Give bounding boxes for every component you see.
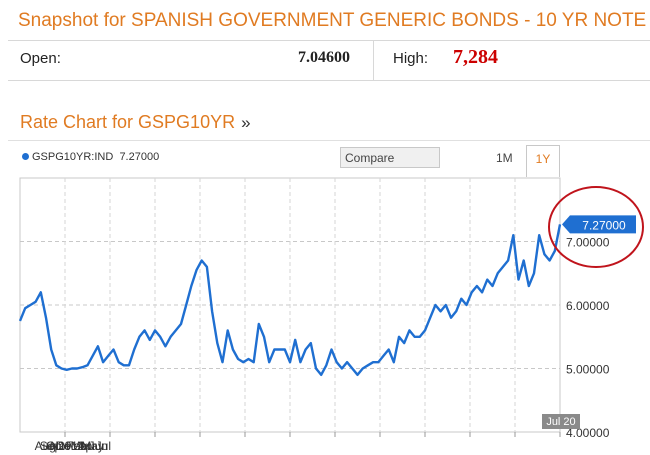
x-tick-label: Apr <box>77 439 96 453</box>
tab-1y[interactable]: 1Y <box>526 145 560 177</box>
x-tick-label: Oct <box>46 439 65 453</box>
rate-chart-heading: Rate Chart for GSPG10YR <box>20 112 236 132</box>
divider <box>8 80 650 81</box>
y-tick-label: 5.00000 <box>566 363 610 377</box>
x-tick-label: Jun <box>88 439 107 453</box>
y-tick-label: 7.00000 <box>566 236 610 250</box>
x-tick-label: Nov <box>50 439 71 453</box>
x-tick-label: Aug <box>35 439 56 453</box>
x-tick-label: Jul <box>96 439 111 453</box>
divider <box>8 40 650 41</box>
y-tick-label: 6.00000 <box>566 299 610 313</box>
x-tick-label: Sep <box>40 439 62 453</box>
x-tick-label: Mar <box>71 439 92 453</box>
highlight-circle <box>548 186 644 268</box>
open-value: 7.04600 <box>298 49 350 66</box>
x-tick-label: May <box>81 439 104 453</box>
open-label: Open: <box>20 50 61 67</box>
chart-legend: GSPG10YR:IND 7.27000 <box>22 151 159 163</box>
x-tick-label: Feb <box>66 439 87 453</box>
divider <box>373 41 374 80</box>
series-dot-icon <box>22 153 29 160</box>
high-value: 7,284 <box>453 46 498 68</box>
date-marker-label: Jul 20 <box>546 416 575 428</box>
legend-series-name: GSPG10YR:IND <box>32 151 114 163</box>
series-line-gspg10yr <box>18 224 562 376</box>
tab-1m[interactable]: 1M <box>496 151 513 165</box>
page-title: Snapshot for SPANISH GOVERNMENT GENERIC … <box>18 10 647 31</box>
current-value-label: 7.27000 <box>582 218 626 232</box>
rate-chart-link[interactable]: Rate Chart for GSPG10YR » <box>20 112 251 133</box>
x-tick-label: Dec <box>55 439 76 453</box>
divider <box>8 140 650 141</box>
compare-input[interactable]: Compare <box>340 147 440 168</box>
current-value-badge <box>562 215 636 234</box>
double-chevron-right-icon: » <box>241 113 251 132</box>
date-marker-badge <box>542 414 580 429</box>
high-label: High: <box>393 50 429 67</box>
x-tick-label: 2012 <box>58 439 85 453</box>
y-tick-label: 4.00000 <box>566 426 610 440</box>
legend-series-value: 7.27000 <box>119 151 160 163</box>
